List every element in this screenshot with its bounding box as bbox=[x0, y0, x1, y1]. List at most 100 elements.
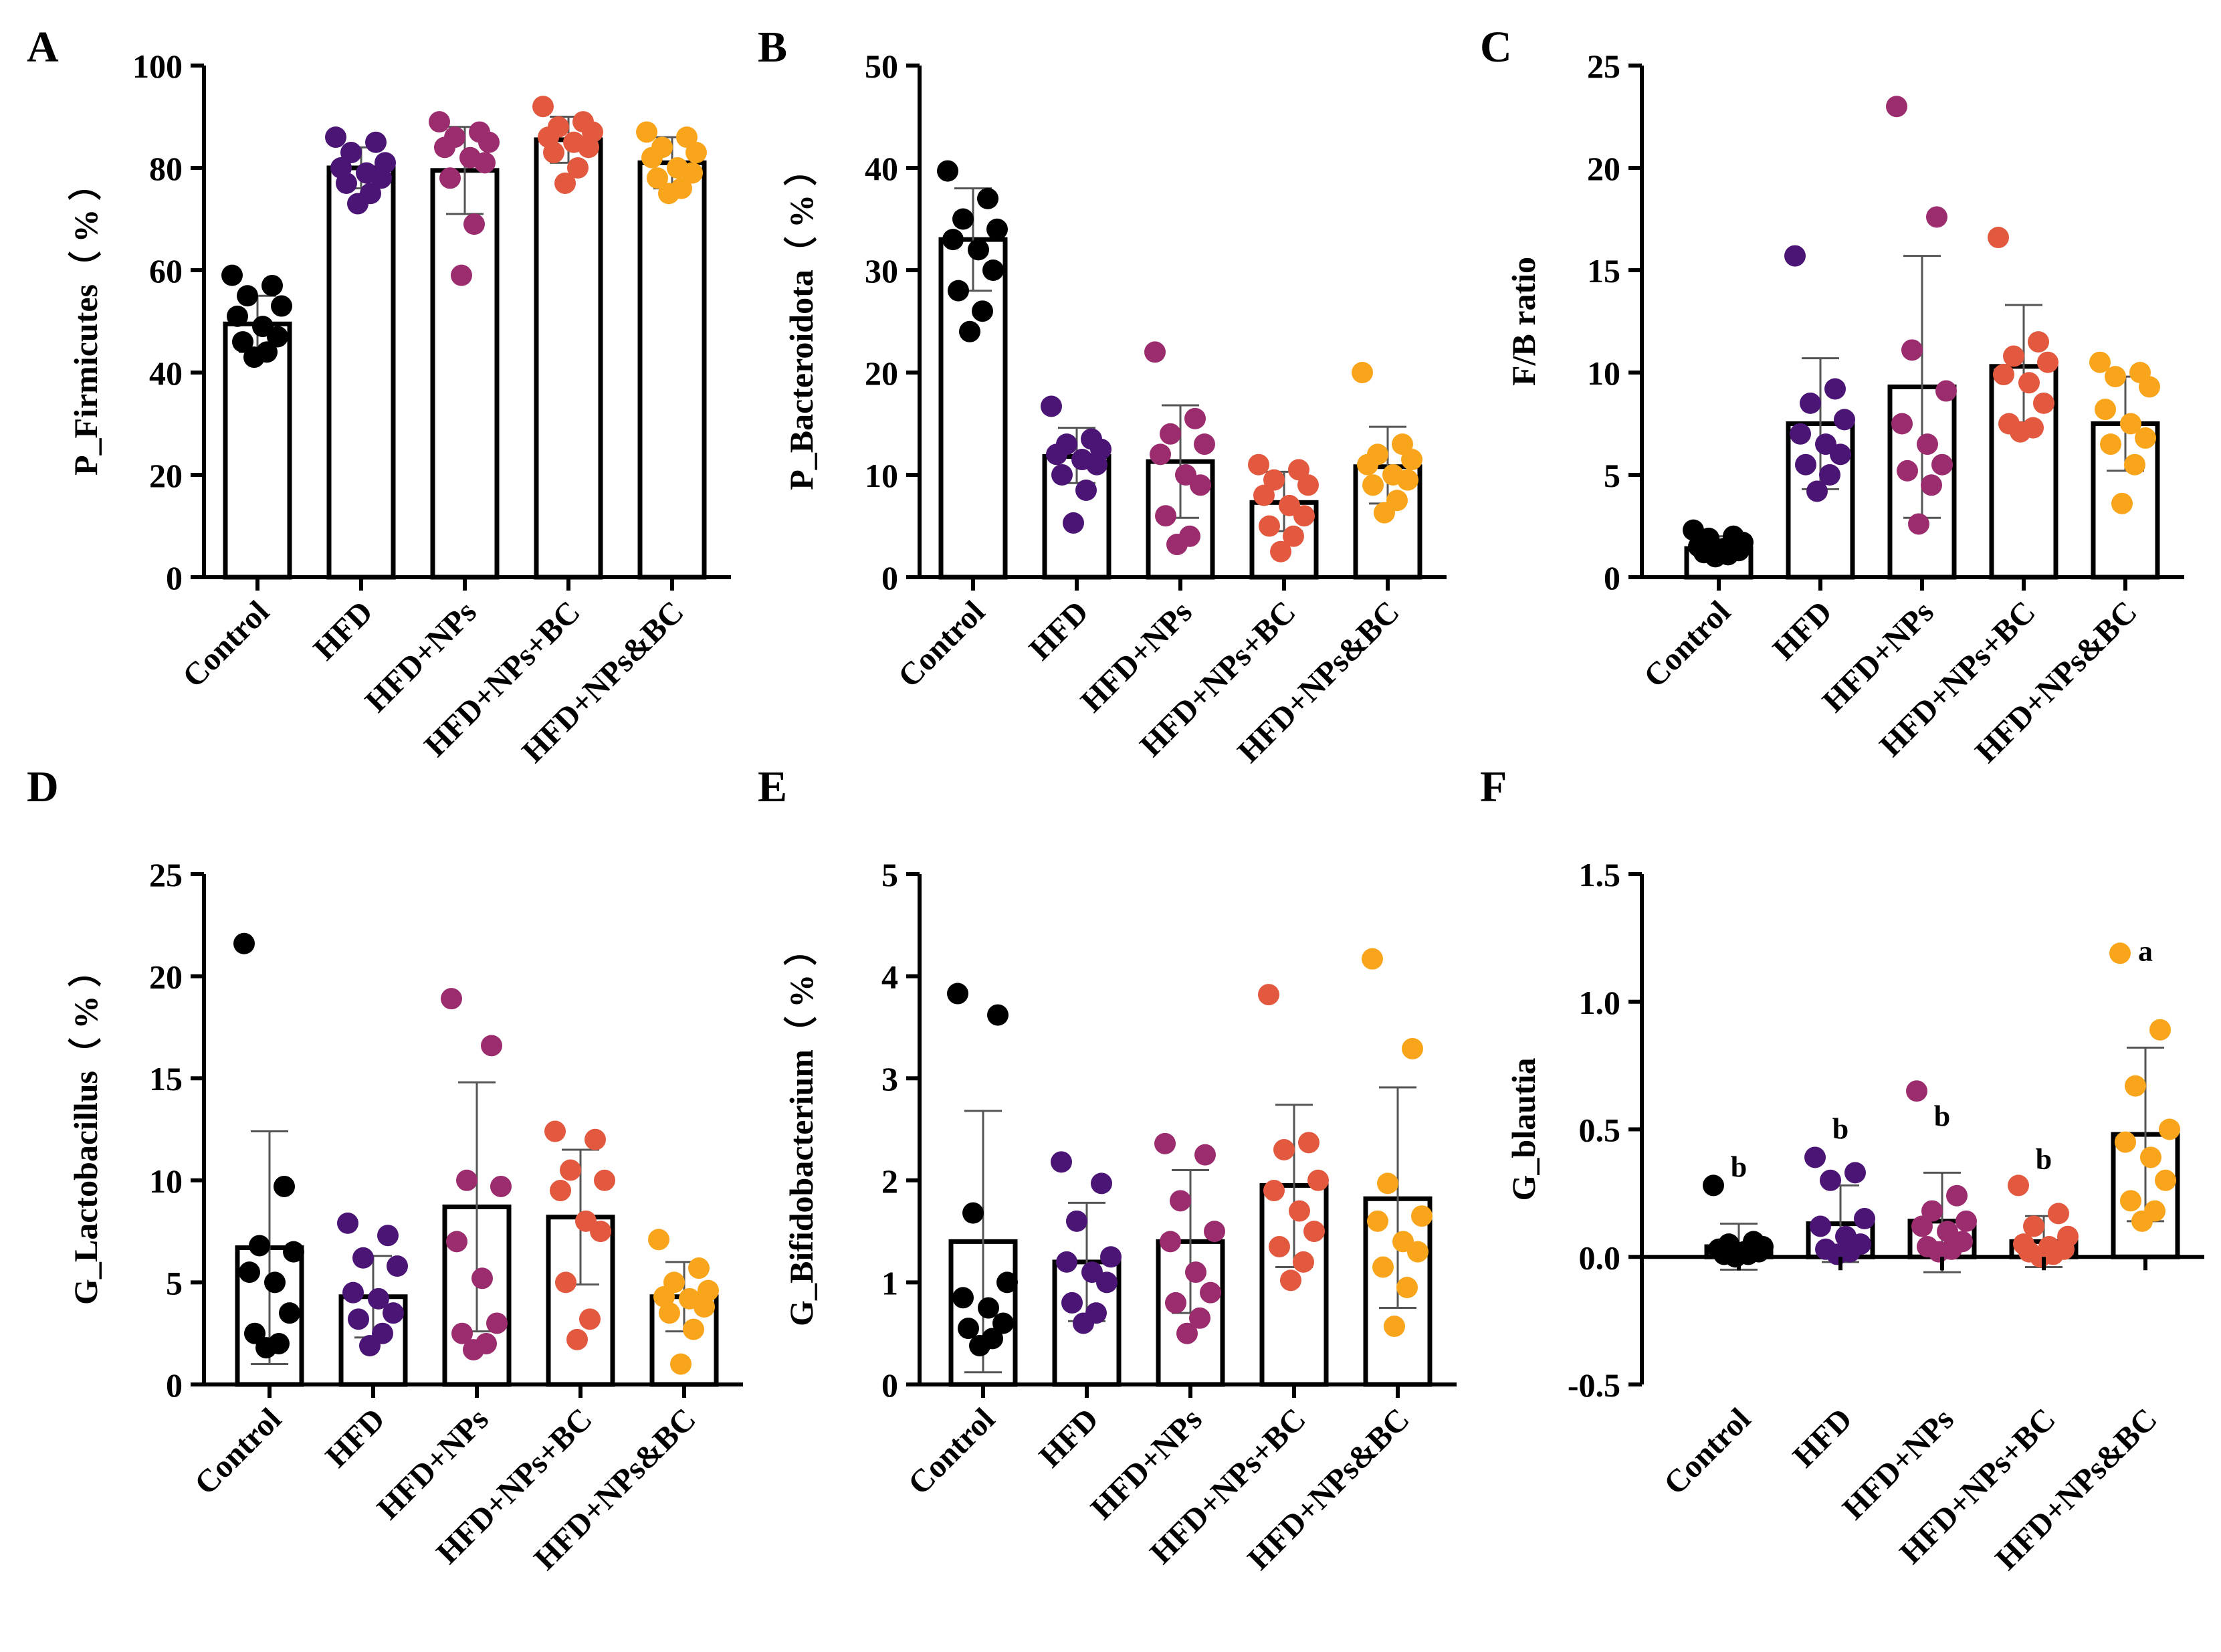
data-point bbox=[227, 305, 248, 327]
data-point bbox=[1303, 1221, 1325, 1243]
data-point bbox=[942, 229, 964, 251]
y-tick-label: 5 bbox=[166, 1264, 183, 1302]
data-point bbox=[271, 295, 292, 317]
y-tick-label: 50 bbox=[865, 47, 898, 85]
data-point bbox=[1051, 464, 1073, 486]
data-point bbox=[590, 1221, 611, 1243]
bar-hfd-nps bbox=[430, 168, 500, 580]
data-point bbox=[658, 183, 679, 205]
data-point bbox=[365, 131, 387, 153]
data-point bbox=[550, 1180, 571, 1202]
data-point bbox=[1176, 1322, 1198, 1344]
data-point bbox=[694, 1296, 715, 1318]
data-point bbox=[1091, 1172, 1112, 1195]
data-point bbox=[2105, 366, 2126, 388]
data-point bbox=[653, 1285, 675, 1308]
data-point bbox=[1096, 1271, 1118, 1294]
data-point bbox=[987, 1004, 1009, 1026]
y-tick-label: 0 bbox=[881, 1366, 898, 1404]
data-point bbox=[1891, 413, 1913, 435]
data-point bbox=[594, 1169, 615, 1191]
data-point bbox=[1293, 1251, 1314, 1273]
data-point bbox=[532, 96, 554, 118]
data-point bbox=[1185, 1261, 1206, 1283]
data-point bbox=[348, 1308, 369, 1330]
chart-panel-a: A 0 20 40 60 80 100 P_Firmicutes（ % ） Control HFD… bbox=[27, 23, 731, 770]
panel-letter: A bbox=[27, 23, 59, 72]
data-point bbox=[1784, 245, 1806, 267]
data-point bbox=[681, 162, 703, 184]
data-point bbox=[368, 1287, 389, 1310]
data-point bbox=[1806, 480, 1828, 502]
data-point bbox=[648, 1229, 669, 1251]
data-point bbox=[359, 1335, 381, 1357]
data-point bbox=[688, 1257, 710, 1279]
data-point bbox=[947, 983, 968, 1005]
data-point bbox=[1820, 1169, 1841, 1191]
data-point bbox=[2135, 427, 2156, 449]
data-point bbox=[1931, 453, 1953, 476]
data-point bbox=[543, 142, 564, 164]
y-tick-label: 15 bbox=[1587, 252, 1620, 290]
y-axis-title: G_blautia bbox=[1505, 1058, 1542, 1201]
data-point bbox=[1377, 1172, 1398, 1195]
data-point bbox=[1955, 1210, 1977, 1232]
data-point bbox=[948, 280, 969, 302]
data-point bbox=[446, 1231, 467, 1253]
data-point bbox=[952, 1287, 974, 1309]
data-point bbox=[1307, 1169, 1329, 1191]
y-tick-label: 30 bbox=[865, 252, 898, 290]
data-point bbox=[992, 1312, 1014, 1334]
significance-label: b bbox=[1832, 1112, 1848, 1145]
data-point bbox=[1150, 443, 1171, 466]
y-tick-label: 3 bbox=[881, 1060, 898, 1098]
data-point bbox=[1160, 423, 1181, 445]
data-point bbox=[2010, 421, 2031, 443]
data-point bbox=[1921, 474, 1942, 496]
data-point bbox=[1194, 1144, 1216, 1166]
x-tick-label: Control bbox=[176, 594, 276, 694]
data-point bbox=[1051, 1151, 1072, 1173]
y-tick-label: 0 bbox=[166, 1366, 183, 1404]
y-tick-label: 20 bbox=[865, 354, 898, 392]
data-point bbox=[1854, 1208, 1875, 1230]
data-point bbox=[958, 1318, 979, 1340]
y-axis-title: F/B ratio bbox=[1505, 257, 1542, 386]
data-point bbox=[233, 932, 255, 954]
data-point bbox=[336, 172, 357, 194]
data-point bbox=[279, 1302, 300, 1324]
data-point bbox=[1993, 364, 2014, 386]
data-point bbox=[1283, 525, 1304, 547]
y-tick-label: 0 bbox=[166, 559, 183, 597]
data-point bbox=[340, 142, 362, 164]
x-tick-label: Control bbox=[188, 1401, 288, 1502]
panel-letter: E bbox=[758, 762, 787, 811]
data-point bbox=[1826, 1243, 1848, 1265]
data-point bbox=[1066, 1210, 1087, 1232]
y-tick-label: 1.0 bbox=[1579, 984, 1621, 1021]
y-tick-label: 0.5 bbox=[1579, 1112, 1621, 1149]
data-point bbox=[325, 126, 346, 148]
data-point bbox=[982, 260, 1004, 281]
data-point bbox=[1041, 395, 1062, 417]
y-tick-label: 0.0 bbox=[1579, 1239, 1621, 1276]
significance-label: b bbox=[2036, 1143, 2052, 1176]
data-point bbox=[471, 1267, 493, 1289]
data-point bbox=[383, 1302, 404, 1324]
panel-letter: D bbox=[27, 762, 59, 811]
data-point bbox=[1362, 948, 1383, 970]
x-tick-label: Control bbox=[891, 594, 992, 694]
y-tick-label: 20 bbox=[149, 958, 183, 996]
bar-hfd bbox=[326, 165, 396, 580]
data-point bbox=[647, 167, 668, 189]
y-tick-label: 40 bbox=[149, 354, 183, 392]
data-point bbox=[1911, 1215, 1933, 1237]
data-point bbox=[1810, 1215, 1831, 1237]
data-point bbox=[1184, 407, 1206, 429]
data-point bbox=[1297, 474, 1319, 496]
data-point bbox=[1263, 469, 1285, 491]
data-point bbox=[1392, 433, 1413, 455]
data-point bbox=[1190, 474, 1211, 496]
data-point bbox=[1061, 1292, 1083, 1314]
data-point bbox=[232, 331, 253, 353]
